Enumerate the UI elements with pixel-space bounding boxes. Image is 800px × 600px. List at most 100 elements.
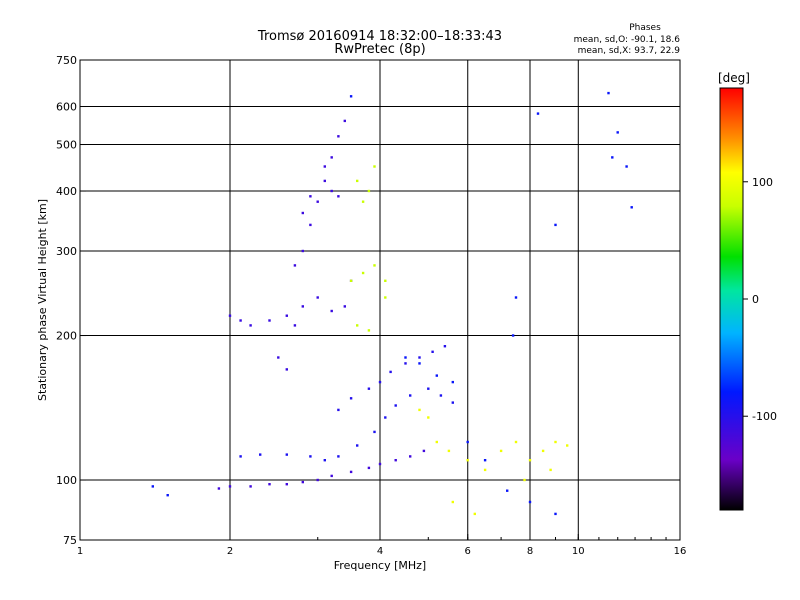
phases-title: Phases <box>629 23 661 33</box>
x-tick-label: 6 <box>465 546 471 557</box>
data-point <box>422 449 426 453</box>
chart-title: Tromsø 20160914 18:32:00–18:33:43 <box>257 29 502 44</box>
data-point <box>451 500 454 504</box>
data-point <box>316 296 319 299</box>
data-point <box>384 296 387 299</box>
data-point <box>285 483 288 486</box>
data-point <box>337 195 340 198</box>
data-point <box>249 324 252 327</box>
data-point <box>356 444 359 447</box>
data-point <box>409 394 412 397</box>
y-tick-label: 75 <box>63 534 77 547</box>
data-point <box>217 487 221 490</box>
data-point <box>514 440 518 444</box>
data-point <box>228 485 232 488</box>
data-points <box>151 91 633 516</box>
data-point <box>625 165 628 168</box>
data-point <box>483 468 487 472</box>
data-point <box>451 380 454 384</box>
data-point <box>367 387 371 390</box>
data-point <box>301 249 304 253</box>
data-point <box>536 112 540 115</box>
data-point <box>337 455 340 458</box>
data-point <box>506 489 509 492</box>
data-point <box>330 474 333 478</box>
colorbar-tick-label: 100 <box>752 176 773 189</box>
data-point <box>447 449 451 453</box>
data-point <box>309 195 312 198</box>
data-point <box>268 483 271 486</box>
data-point <box>323 179 326 183</box>
data-point <box>373 165 376 168</box>
x-axis-label: Frequency [MHz] <box>334 559 426 572</box>
data-point <box>451 401 454 404</box>
grid-lines <box>80 60 680 540</box>
y-tick-label: 750 <box>56 54 77 67</box>
data-point <box>394 404 397 407</box>
colorbar-label: [deg] <box>718 71 750 85</box>
data-point <box>427 387 430 390</box>
colorbar-scale <box>719 87 744 511</box>
y-tick-label: 600 <box>56 101 77 114</box>
x-tick-label: 2 <box>227 546 233 557</box>
data-point <box>356 179 359 183</box>
data-point <box>330 309 333 313</box>
data-point <box>466 440 469 444</box>
phases-o-stats: mean, sd,O: -90.1, 18.6 <box>574 35 681 45</box>
data-point <box>151 485 154 488</box>
y-tick-label: 200 <box>56 330 77 343</box>
data-point <box>443 345 447 348</box>
data-point <box>404 362 407 365</box>
data-point <box>285 453 288 456</box>
data-point <box>337 408 340 412</box>
data-point <box>293 264 297 267</box>
data-point <box>228 314 232 317</box>
data-point <box>466 459 469 462</box>
y-tick-label: 300 <box>56 245 77 258</box>
data-point <box>249 485 252 488</box>
data-point <box>301 211 304 215</box>
phases-x-stats: mean, sd,X: 93.7, 22.9 <box>578 46 681 56</box>
data-point <box>541 449 545 453</box>
data-point <box>439 394 443 397</box>
data-point <box>473 512 476 516</box>
data-point <box>431 350 434 353</box>
data-point <box>435 440 438 444</box>
data-point <box>418 408 421 412</box>
data-point <box>361 271 365 275</box>
data-point <box>435 374 438 377</box>
data-point <box>349 279 353 282</box>
data-point <box>285 314 288 317</box>
data-point <box>378 462 382 466</box>
x-tick-label: 4 <box>377 546 383 557</box>
data-point <box>349 470 353 474</box>
data-point <box>309 223 312 227</box>
data-point <box>483 459 487 462</box>
data-point <box>343 305 346 308</box>
data-point <box>323 165 326 168</box>
data-point <box>259 453 262 456</box>
y-axis-label: Stationary phase Virtual Height [km] <box>36 199 49 401</box>
data-point <box>404 356 407 359</box>
data-point <box>337 135 340 138</box>
data-point <box>367 329 371 332</box>
data-point <box>554 223 557 227</box>
data-point <box>239 319 242 322</box>
data-point <box>301 305 304 308</box>
data-point <box>549 468 552 472</box>
data-point <box>268 319 271 322</box>
data-point <box>616 131 619 134</box>
data-point <box>384 416 387 419</box>
data-point <box>528 459 532 462</box>
data-point <box>523 478 526 482</box>
data-point <box>607 91 610 95</box>
data-point <box>373 264 376 267</box>
data-point <box>316 200 319 203</box>
data-point <box>293 324 297 327</box>
data-point <box>367 189 371 193</box>
data-point <box>418 356 421 359</box>
data-point <box>427 416 430 419</box>
data-point <box>330 189 333 193</box>
data-point <box>389 370 392 374</box>
